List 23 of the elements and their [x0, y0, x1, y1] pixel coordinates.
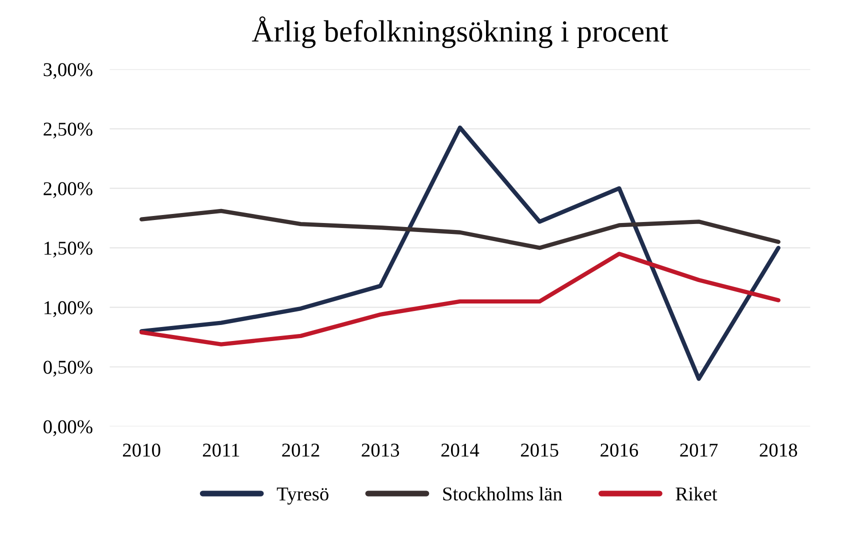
y-tick-label: 1,50% [44, 242, 92, 258]
y-tick-label: 2,00% [44, 182, 92, 198]
y-tick-label: 0,50% [44, 360, 92, 377]
legend-label: Tyresö [276, 488, 328, 505]
x-tick-label: 2015 [520, 444, 558, 457]
y-tick-label: 2,50% [44, 122, 92, 139]
line-series [139, 252, 780, 346]
y-tick-label: 3,00% [44, 63, 92, 80]
x-tick-label: 2016 [600, 444, 638, 457]
x-tick-label: 2011 [202, 444, 240, 457]
x-tick-label: 2017 [680, 444, 718, 457]
y-tick-label: 1,00% [44, 301, 92, 318]
x-tick-label: 2013 [362, 444, 400, 457]
x-tick-label: 2010 [122, 444, 160, 457]
legend-label: Stockholms län [443, 486, 562, 501]
y-tick-label: 0,00% [44, 420, 92, 436]
line-series [139, 126, 780, 381]
legend-label: Riket [676, 486, 718, 501]
x-tick-label: 2018 [760, 444, 798, 457]
chart-title: Årlig befolkningsökning i procent [252, 16, 668, 48]
x-tick-label: 2012 [282, 444, 320, 457]
x-tick-label: 2014 [441, 444, 480, 457]
line-series [139, 208, 780, 250]
